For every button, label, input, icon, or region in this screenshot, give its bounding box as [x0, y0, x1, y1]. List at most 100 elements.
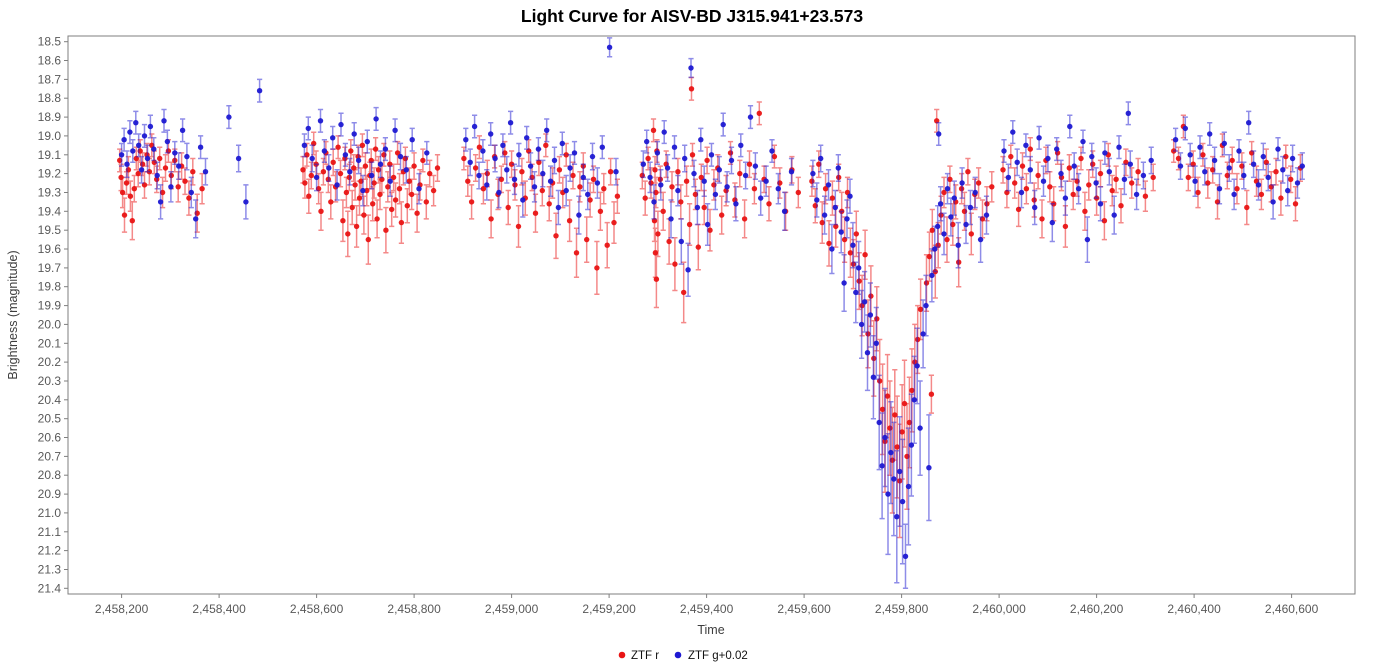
data-point — [668, 216, 674, 222]
data-point — [809, 178, 815, 184]
data-point — [326, 165, 332, 171]
data-point — [390, 174, 397, 181]
data-point — [923, 302, 929, 309]
data-point — [416, 186, 422, 192]
data-point — [688, 86, 695, 92]
data-point — [1207, 131, 1213, 137]
data-point — [590, 176, 597, 182]
data-point — [1090, 161, 1096, 167]
x-tick-label: 2,460,400 — [1167, 602, 1221, 616]
data-point — [1192, 178, 1198, 184]
data-point — [1231, 191, 1237, 198]
data-point — [190, 169, 196, 175]
data-point — [1187, 152, 1193, 158]
data-point — [389, 206, 395, 213]
data-point — [1270, 199, 1276, 205]
data-point — [1226, 165, 1232, 171]
data-point — [130, 148, 136, 154]
data-point — [751, 186, 758, 192]
data-point — [1019, 163, 1026, 169]
data-point — [701, 204, 707, 211]
data-point — [467, 159, 473, 165]
data-point — [1078, 155, 1084, 162]
data-point — [814, 197, 820, 203]
data-point — [1010, 129, 1016, 135]
data-point — [818, 155, 824, 162]
y-tick-label: 21.0 — [38, 506, 62, 520]
data-point — [1118, 203, 1124, 209]
data-point — [468, 199, 475, 205]
data-point — [822, 186, 829, 192]
data-point — [382, 146, 389, 152]
data-point — [1054, 146, 1060, 152]
data-point — [161, 118, 167, 124]
data-point — [1036, 135, 1042, 141]
data-point — [716, 167, 722, 173]
data-point — [347, 169, 353, 175]
data-point — [372, 146, 379, 152]
data-point — [1185, 174, 1192, 181]
data-point — [1106, 169, 1113, 175]
data-point — [1084, 236, 1091, 243]
data-point — [420, 157, 426, 164]
data-point — [879, 463, 885, 469]
x-tick-label: 2,459,400 — [680, 602, 734, 616]
data-point — [1116, 144, 1122, 150]
data-point — [377, 161, 384, 167]
data-point — [507, 120, 514, 126]
x-tick-label: 2,459,000 — [485, 602, 539, 616]
y-axis-ticks: 18.5 18.6 18.7 18.8 18.9 19.0 19.1 19.2 19.3 19.4… — [38, 35, 68, 595]
data-point — [353, 223, 360, 230]
data-point — [795, 189, 801, 196]
x-tick-label: 2,460,600 — [1265, 602, 1319, 616]
data-point — [318, 208, 324, 214]
data-point — [1172, 137, 1179, 143]
data-point — [531, 184, 538, 190]
data-point — [1035, 172, 1041, 179]
data-point — [374, 216, 380, 222]
data-point — [1070, 191, 1076, 198]
y-tick-label: 20.0 — [38, 317, 62, 331]
data-point — [355, 157, 362, 164]
data-point — [570, 172, 576, 179]
data-point — [539, 187, 545, 194]
data-point — [733, 201, 739, 207]
data-point — [430, 187, 437, 194]
data-point — [911, 397, 917, 403]
data-point — [944, 186, 951, 192]
data-point — [929, 227, 935, 233]
data-point — [351, 165, 357, 171]
data-point — [504, 167, 510, 173]
data-point — [891, 476, 897, 482]
data-point — [488, 216, 494, 222]
data-point — [681, 289, 687, 296]
data-point — [1265, 174, 1271, 181]
data-point — [300, 167, 306, 173]
data-point — [882, 434, 888, 441]
data-point — [1229, 157, 1235, 164]
y-axis-label: Brightness (magnitude) — [6, 250, 20, 379]
data-point — [151, 146, 157, 152]
data-point — [909, 387, 915, 394]
data-point — [1127, 161, 1134, 167]
data-point — [660, 208, 666, 214]
data-point — [1093, 180, 1099, 186]
data-point — [1260, 153, 1267, 160]
data-point — [511, 176, 518, 182]
y-tick-label: 18.6 — [38, 54, 62, 68]
data-point — [742, 172, 749, 179]
x-tick-label: 2,458,600 — [290, 602, 344, 616]
data-point — [516, 152, 522, 158]
data-point — [121, 137, 127, 143]
error-bars — [119, 37, 1305, 590]
data-point — [917, 306, 924, 312]
data-point — [1195, 189, 1201, 196]
data-point — [678, 199, 684, 205]
data-point — [301, 142, 308, 148]
data-point — [492, 155, 498, 162]
data-point — [321, 148, 328, 154]
y-tick-label: 19.3 — [38, 186, 62, 200]
data-point — [682, 155, 688, 162]
data-point — [124, 161, 130, 167]
data-point — [127, 193, 134, 199]
